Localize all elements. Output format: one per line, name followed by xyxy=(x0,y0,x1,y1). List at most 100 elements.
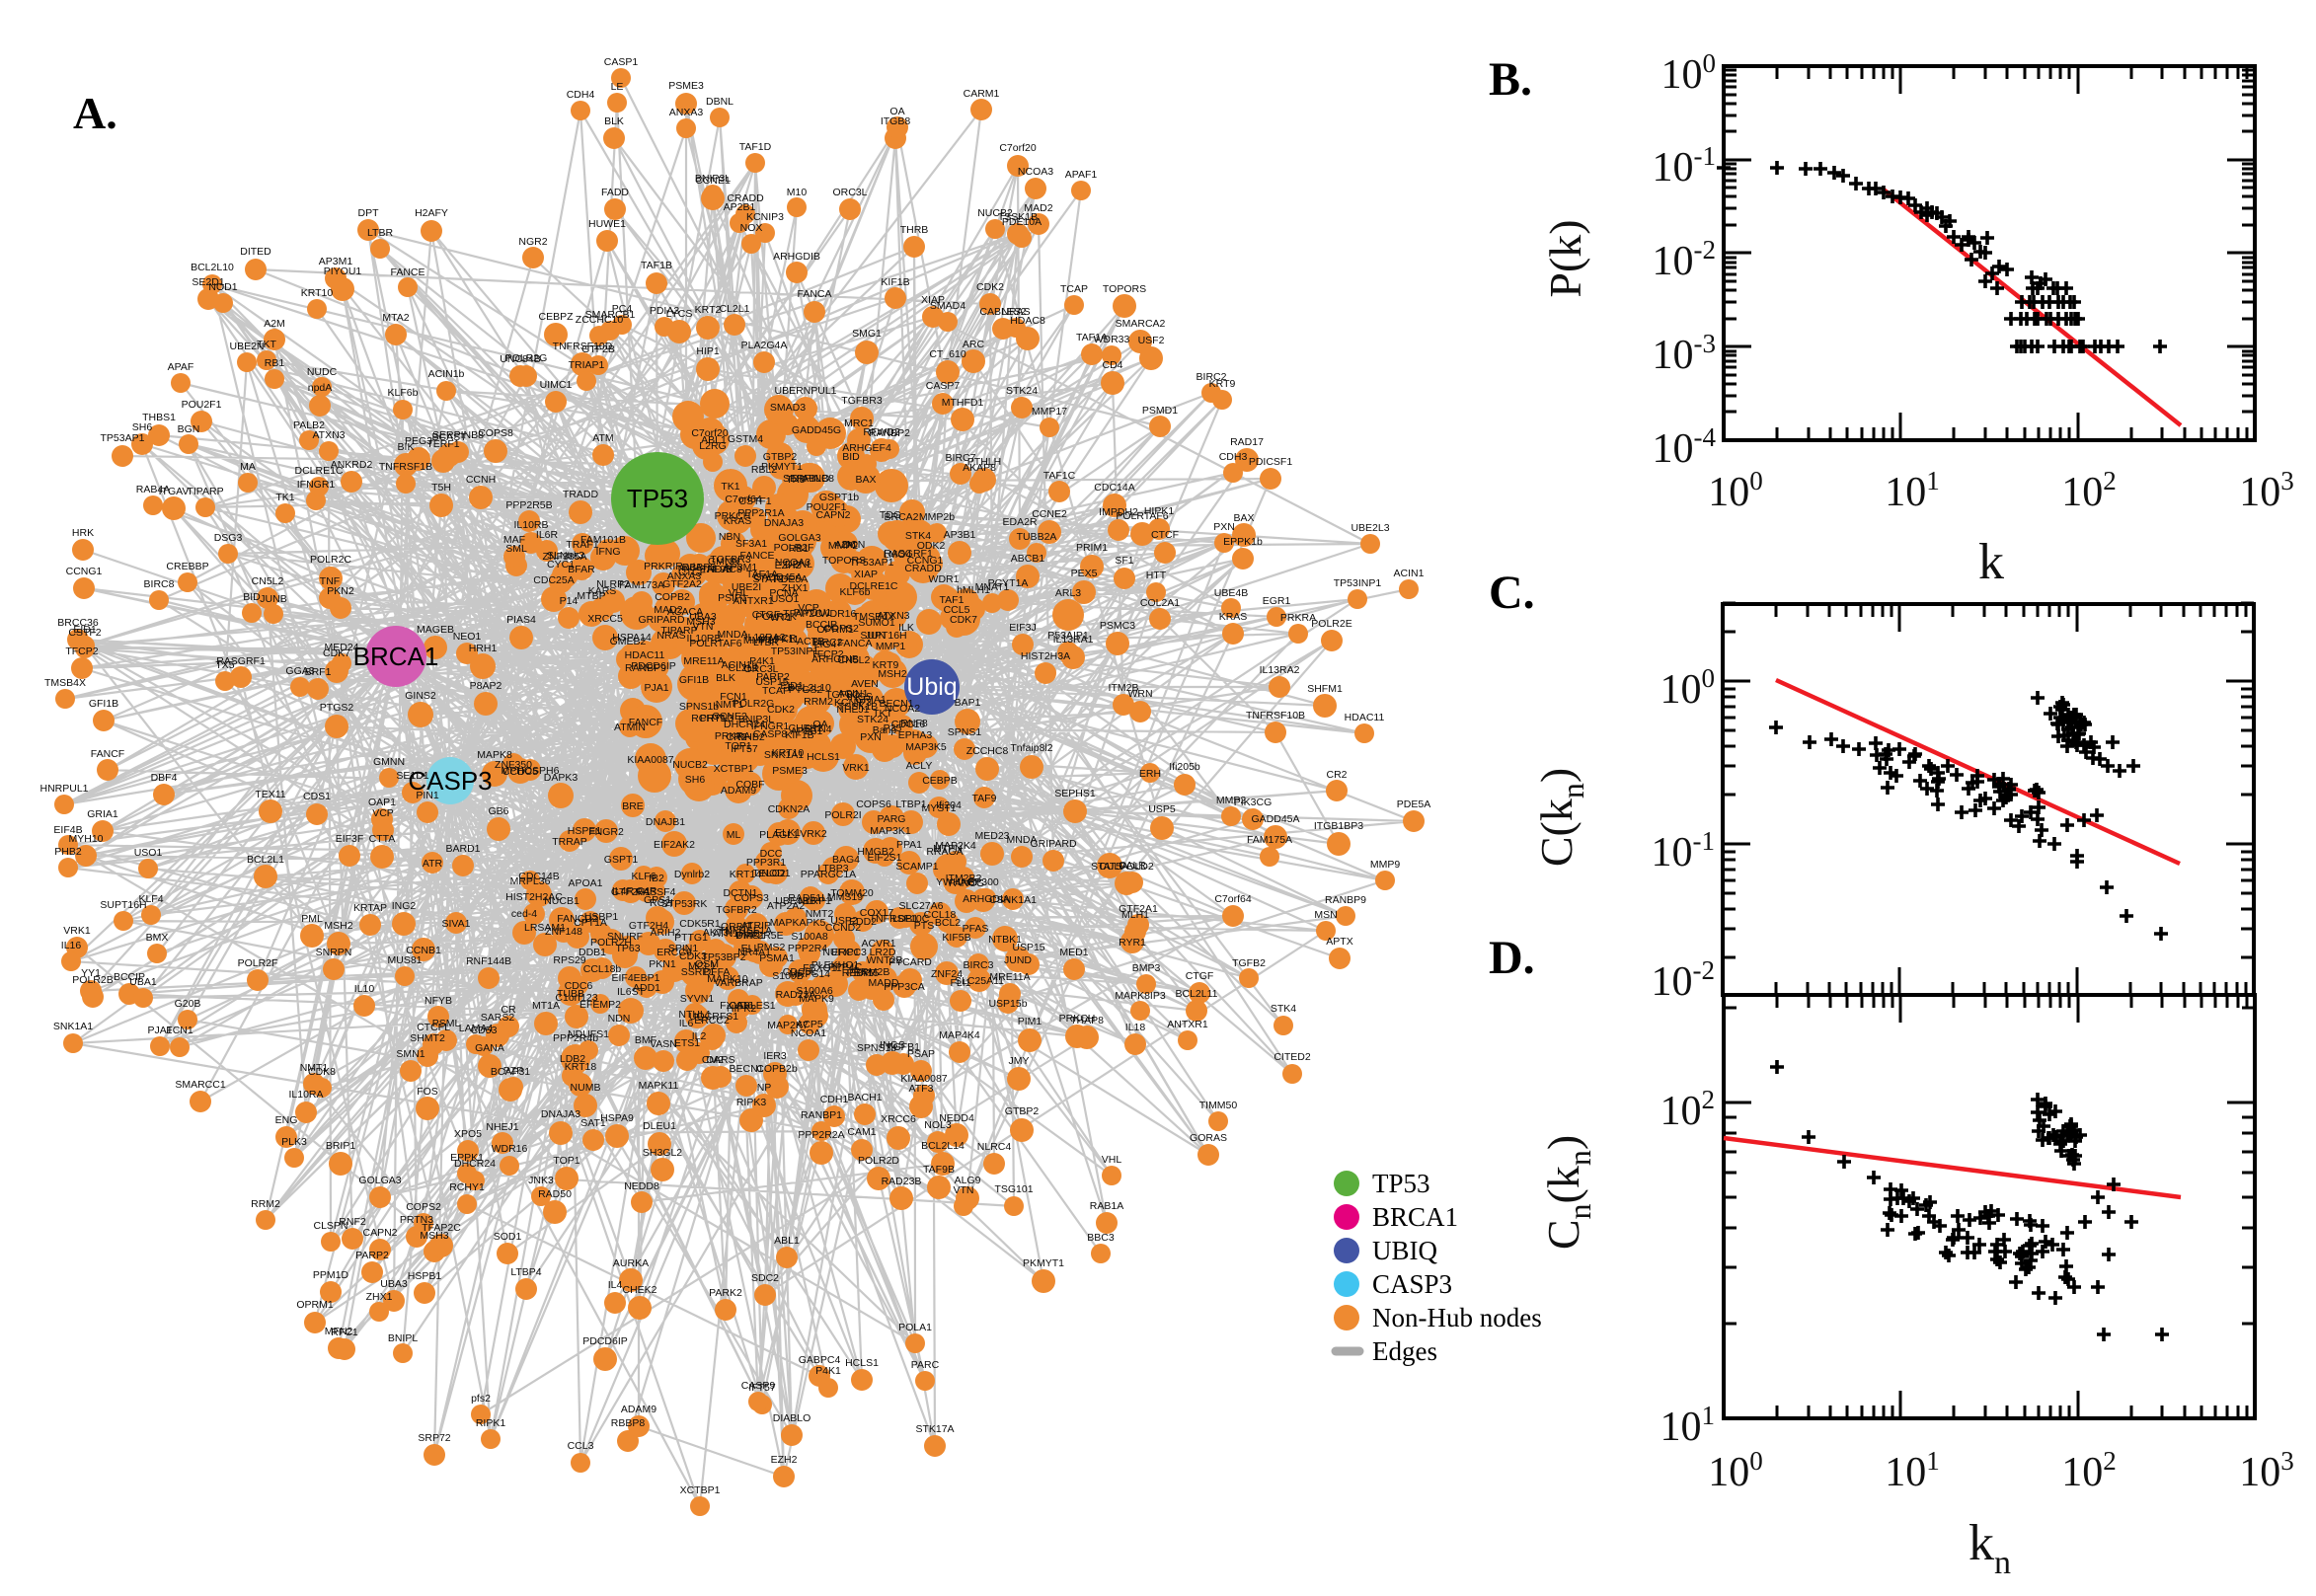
svg-text:NLRP1: NLRP1 xyxy=(798,895,831,907)
svg-text:TP53BP2: TP53BP2 xyxy=(702,951,746,963)
svg-text:TKT: TKT xyxy=(257,339,276,350)
svg-text:MRE11A: MRE11A xyxy=(989,971,1030,983)
svg-text:TOMM20: TOMM20 xyxy=(830,887,874,899)
svg-text:FANCE: FANCE xyxy=(390,266,425,278)
svg-text:P14: P14 xyxy=(560,595,579,607)
svg-text:BCL2L10: BCL2L10 xyxy=(788,682,831,694)
svg-text:FANCF: FANCF xyxy=(629,717,662,728)
svg-text:LDB1: LDB1 xyxy=(892,913,918,925)
svg-text:ACACA: ACACA xyxy=(667,606,703,618)
svg-text:CALR: CALR xyxy=(1119,860,1146,872)
svg-text:TMSB4X: TMSB4X xyxy=(853,611,894,623)
svg-text:TUBB: TUBB xyxy=(557,988,584,1000)
svg-text:CTTA: CTTA xyxy=(369,833,396,845)
svg-text:VHL: VHL xyxy=(729,587,749,599)
svg-text:CRADD: CRADD xyxy=(727,192,764,204)
svg-text:MTPN: MTPN xyxy=(933,843,963,855)
svg-text:VRK1: VRK1 xyxy=(842,762,870,774)
svg-text:BRCA2: BRCA2 xyxy=(884,511,918,523)
svg-text:PRIM1: PRIM1 xyxy=(1076,542,1108,554)
svg-text:DIABLO: DIABLO xyxy=(773,1412,811,1424)
svg-text:POU2F1: POU2F1 xyxy=(182,399,222,411)
svg-text:ATN1HEB: ATN1HEB xyxy=(713,928,760,940)
svg-text:CABLES1: CABLES1 xyxy=(729,1000,775,1012)
svg-text:TP53AP1: TP53AP1 xyxy=(101,432,145,444)
svg-text:PSMD1: PSMD1 xyxy=(1142,405,1178,417)
svg-text:MAPK9: MAPK9 xyxy=(799,993,834,1005)
svg-text:GSPT1: GSPT1 xyxy=(604,854,639,866)
svg-text:EFEMP2: EFEMP2 xyxy=(579,999,621,1011)
svg-text:PLA2G4A: PLA2G4A xyxy=(741,340,788,351)
svg-text:SH6: SH6 xyxy=(132,421,153,433)
svg-text:MYH10: MYH10 xyxy=(68,833,103,845)
svg-text:EDA2R: EDA2R xyxy=(1002,516,1037,528)
svg-text:UNC84B: UNC84B xyxy=(500,353,540,365)
svg-text:TX5: TX5 xyxy=(786,474,805,486)
svg-text:C.: C. xyxy=(1489,567,1535,619)
svg-text:COPB2b: COPB2b xyxy=(756,1063,798,1075)
svg-text:KLF4: KLF4 xyxy=(138,893,163,905)
svg-text:SPNS1b: SPNS1b xyxy=(679,701,719,713)
svg-text:ATP2A2: ATP2A2 xyxy=(767,900,805,912)
svg-text:PZP: PZP xyxy=(503,1065,523,1077)
svg-text:SARS2: SARS2 xyxy=(481,1012,515,1024)
svg-text:NTHL1: NTHL1 xyxy=(678,1009,711,1021)
svg-text:NP: NP xyxy=(757,1082,772,1094)
svg-text:FXYD6: FXYD6 xyxy=(720,1000,753,1012)
svg-text:CREBBP: CREBBP xyxy=(166,561,208,572)
svg-text:C1orf123: C1orf123 xyxy=(555,992,597,1004)
svg-text:SLC25A11: SLC25A11 xyxy=(955,975,1004,987)
svg-text:HSPA9: HSPA9 xyxy=(600,1112,634,1124)
svg-text:MMP1: MMP1 xyxy=(876,641,905,652)
svg-text:LTBP3: LTBP3 xyxy=(817,863,848,874)
svg-text:TFCP2: TFCP2 xyxy=(811,648,843,660)
svg-text:UBE4B: UBE4B xyxy=(1214,587,1248,599)
svg-text:Ifi205b: Ifi205b xyxy=(1169,761,1200,773)
svg-text:MAP3K5: MAP3K5 xyxy=(905,741,947,753)
svg-text:MAP4K4: MAP4K4 xyxy=(939,1029,980,1041)
svg-text:PFAS: PFAS xyxy=(963,923,989,935)
svg-text:FCN1: FCN1 xyxy=(166,1025,193,1036)
svg-text:BIK: BIK xyxy=(398,441,415,453)
svg-text:BAG4: BAG4 xyxy=(832,854,860,866)
svg-text:CN5L2: CN5L2 xyxy=(838,654,871,666)
svg-text:MTHFD1: MTHFD1 xyxy=(942,397,984,409)
svg-text:P4K1: P4K1 xyxy=(815,1365,841,1377)
svg-text:TCAP: TCAP xyxy=(1060,283,1088,295)
svg-text:VHL: VHL xyxy=(1102,1154,1122,1166)
svg-text:MMP2: MMP2 xyxy=(1216,795,1246,806)
svg-text:SIVA1: SIVA1 xyxy=(442,918,471,930)
svg-text:SMAD4: SMAD4 xyxy=(930,300,965,312)
svg-text:TRAF1: TRAF1 xyxy=(566,539,598,551)
svg-text:BIRC3: BIRC3 xyxy=(964,959,994,971)
svg-text:GADD45A: GADD45A xyxy=(753,571,802,583)
svg-text:PSMC3: PSMC3 xyxy=(1100,620,1135,632)
svg-text:SMARCC1: SMARCC1 xyxy=(175,1079,226,1091)
svg-text:HIP1: HIP1 xyxy=(696,345,720,357)
svg-text:CASP9: CASP9 xyxy=(741,1380,776,1392)
svg-text:IL10RB: IL10RB xyxy=(686,633,721,645)
svg-text:SPNS1b: SPNS1b xyxy=(857,1042,896,1054)
svg-text:CHEK2: CHEK2 xyxy=(622,1284,656,1296)
svg-text:AP3M1: AP3M1 xyxy=(319,256,353,267)
svg-text:VASN: VASN xyxy=(650,1038,677,1050)
svg-text:USP5: USP5 xyxy=(1148,803,1176,815)
svg-text:ACIN1b: ACIN1b xyxy=(722,659,758,671)
svg-text:CDC5L: CDC5L xyxy=(783,966,817,978)
svg-text:TKT: TKT xyxy=(873,708,892,720)
svg-text:STK24: STK24 xyxy=(1006,385,1038,397)
svg-text:APAF1: APAF1 xyxy=(1065,169,1098,181)
svg-text:GADD45G: GADD45G xyxy=(792,424,841,436)
svg-text:PRKCH: PRKCH xyxy=(715,510,751,522)
svg-text:TAF9B: TAF9B xyxy=(923,1164,955,1176)
svg-text:EIF4EBP1: EIF4EBP1 xyxy=(611,972,659,984)
svg-text:PARG: PARG xyxy=(878,813,906,825)
svg-text:CCNE2: CCNE2 xyxy=(712,711,747,722)
svg-text:PARP2: PARP2 xyxy=(756,671,790,683)
svg-text:POU2F1: POU2F1 xyxy=(807,501,847,513)
svg-text:KRAS: KRAS xyxy=(1219,611,1248,623)
svg-text:MAPK8: MAPK8 xyxy=(477,749,512,761)
svg-text:RCHY1: RCHY1 xyxy=(691,713,727,724)
svg-text:TRRAP: TRRAP xyxy=(552,836,587,848)
svg-text:CCL5: CCL5 xyxy=(944,604,970,616)
